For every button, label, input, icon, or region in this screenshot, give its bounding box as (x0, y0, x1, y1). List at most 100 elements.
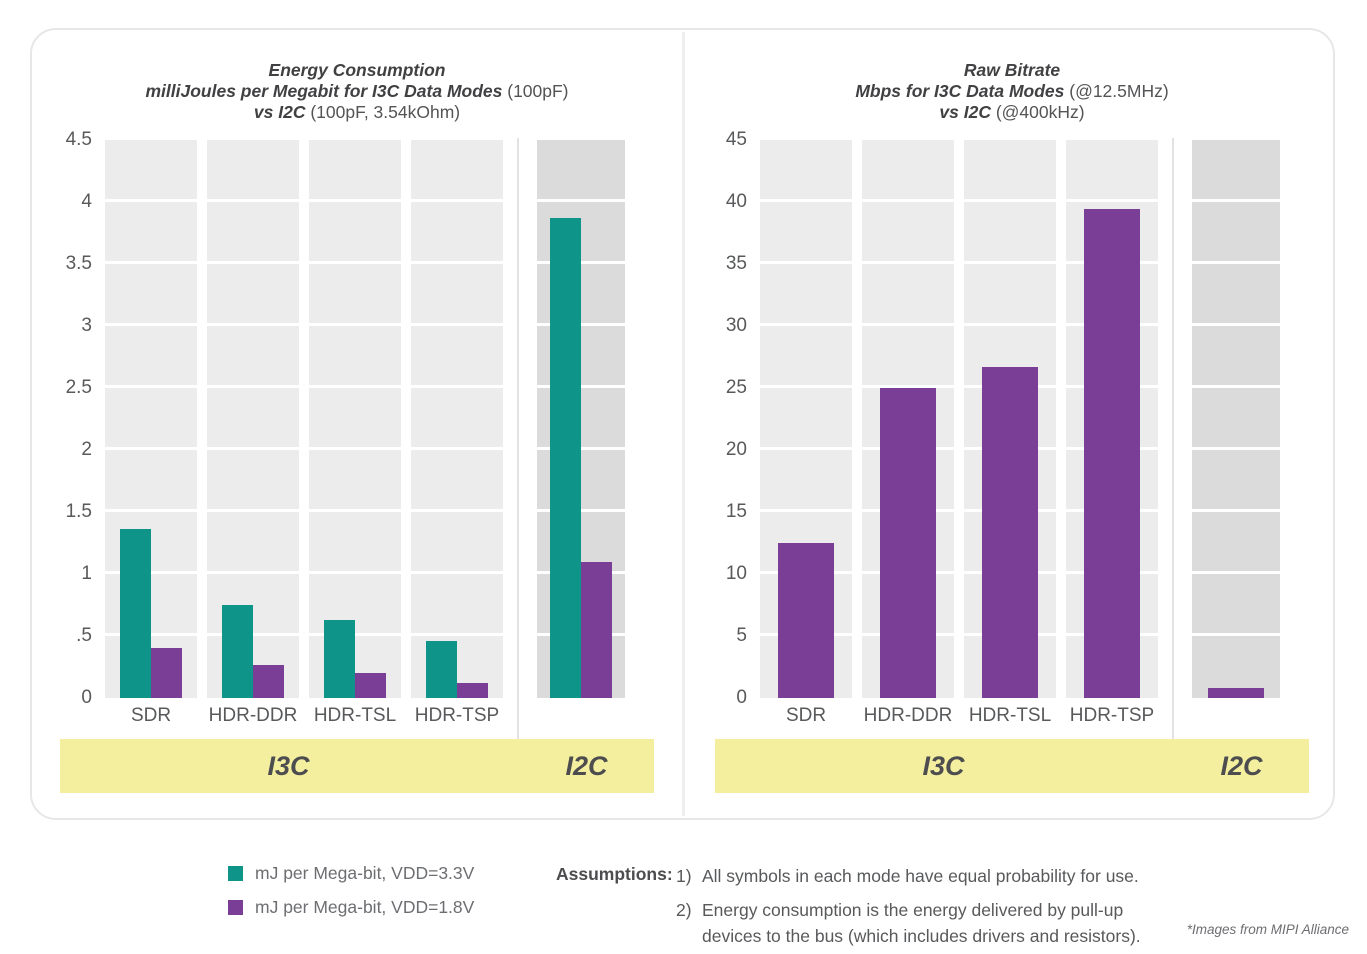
gridline (411, 261, 503, 264)
energy-chart-plot-area (105, 140, 625, 698)
gridline (207, 199, 299, 202)
chart-title-normal-segment: (100pF) (502, 81, 569, 101)
legend-label-vdd-3-3v: mJ per Mega-bit, VDD=3.3V (255, 862, 475, 883)
gridline (760, 323, 852, 326)
legend-swatch-teal (228, 865, 243, 881)
x-axis-label-sdr: SDR (130, 705, 172, 726)
y-axis-tick-4.5: 4.5 (65, 129, 92, 150)
assumption-item-2: 2) Energy consumption is the energy deli… (676, 897, 1164, 949)
y-axis-tick-2.5: 2.5 (65, 377, 92, 398)
y-axis-tick-1.5: 1.5 (65, 501, 92, 522)
y-axis-tick-10: 10 (725, 563, 747, 584)
gridline (1192, 633, 1280, 636)
y-axis-tick-3: 3 (81, 315, 92, 336)
i2c-separator-line (517, 138, 519, 793)
energy-chart-group-band: I3C I2C (60, 739, 654, 793)
x-axis-label-sdr: SDR (785, 705, 827, 726)
gridline (1192, 385, 1280, 388)
y-axis-tick-0: 0 (81, 687, 92, 708)
gridline (411, 571, 503, 574)
gridline (105, 323, 197, 326)
gridline (1192, 199, 1280, 202)
y-axis-tick-5: 5 (736, 625, 747, 646)
gridline (760, 509, 852, 512)
bar-hdr-ddr-series-1 (222, 605, 253, 698)
y-axis-tick-45: 45 (725, 129, 747, 150)
y-axis-tick-40: 40 (725, 191, 747, 212)
bitrate-chart-plot-area (760, 140, 1280, 698)
gridline (1192, 261, 1280, 264)
category-band-hdr-tsp (1066, 140, 1158, 698)
bitrate-chart-title: Raw Bitrate Mbps for I3C Data Modes (@12.… (687, 60, 1337, 123)
assumption-item-1: 1) All symbols in each mode have equal p… (676, 863, 1139, 889)
gridline (964, 323, 1056, 326)
category-band-sdr (760, 140, 852, 698)
bar-hdr-tsp-series-2 (457, 683, 488, 698)
chart-title-line-3: vs I2C (100pF, 3.54kOhm) (32, 102, 682, 123)
gridline (105, 571, 197, 574)
x-axis-label-hdr-tsp: HDR-TSP (414, 705, 500, 726)
chart-title-normal-segment: (@12.5MHz) (1064, 81, 1169, 101)
chart-title-bold-segment: vs I2C (253, 102, 306, 122)
energy-chart-title: Energy Consumption milliJoules per Megabi… (32, 60, 682, 123)
chart-title-normal-segment: (100pF, 3.54kOhm) (305, 102, 461, 122)
assumption-2-number: 2) (676, 900, 692, 920)
gridline (309, 385, 401, 388)
gridline (411, 447, 503, 450)
gridline (862, 261, 954, 264)
y-axis-tick-4: 4 (81, 191, 92, 212)
y-axis-tick-1: 1 (81, 563, 92, 584)
bar-hdr-ddr (880, 388, 936, 698)
y-axis-tick-3.5: 3.5 (65, 253, 92, 274)
bar-sdr-series-2 (151, 648, 182, 698)
category-band-i2c (537, 140, 625, 698)
legend-item-vdd-1-8v: mJ per Mega-bit, VDD=1.8V (228, 895, 474, 919)
y-axis-tick-20: 20 (725, 439, 747, 460)
legend-swatch-purple (228, 899, 243, 915)
gridline (411, 633, 503, 636)
category-band-hdr-tsp (411, 140, 503, 698)
gridline (207, 447, 299, 450)
category-band-i2c (1192, 140, 1280, 698)
gridline (105, 199, 197, 202)
chart-title-bold-segment: Energy Consumption (268, 60, 446, 80)
gridline (309, 633, 401, 636)
chart-title-bold-segment: milliJoules per Megabit for I3C Data Mod… (145, 81, 503, 101)
gridline (537, 385, 625, 388)
gridline (105, 385, 197, 388)
gridline (411, 509, 503, 512)
bar-i2c-series-2 (581, 562, 612, 698)
legend-label-vdd-1-8v: mJ per Mega-bit, VDD=1.8V (255, 896, 475, 917)
chart-title-bold-segment: Mbps for I3C Data Modes (855, 81, 1065, 101)
gridline (207, 633, 299, 636)
gridline (309, 571, 401, 574)
category-band-hdr-tsl (964, 140, 1056, 698)
chart-legend: mJ per Mega-bit, VDD=3.3V mJ per Mega-bi… (228, 861, 474, 929)
gridline (105, 509, 197, 512)
group-label-i3c: I3C (922, 751, 965, 781)
gridline (309, 323, 401, 326)
assumption-1-number: 1) (676, 866, 692, 886)
gridline (207, 323, 299, 326)
bar-sdr (778, 543, 834, 698)
chart-title-line-3: vs I2C (@400kHz) (687, 102, 1337, 123)
gridline (964, 261, 1056, 264)
gridline (1192, 571, 1280, 574)
gridline (1192, 509, 1280, 512)
bar-hdr-tsp-series-1 (426, 641, 457, 698)
gridline (309, 261, 401, 264)
gridline (537, 199, 625, 202)
y-axis-tick-.5: .5 (76, 625, 92, 646)
assumption-2-text: Energy consumption is the energy deliver… (702, 900, 1141, 946)
energy-consumption-chart-panel: Energy Consumption milliJoules per Megabi… (32, 30, 682, 818)
chart-title-bold-segment: vs I2C (939, 102, 991, 122)
chart-title-line-1: Energy Consumption (32, 60, 682, 81)
gridline (537, 447, 625, 450)
bar-hdr-tsp (1084, 209, 1140, 698)
gridline (1192, 447, 1280, 450)
chart-title-bold-segment: Raw Bitrate (963, 60, 1061, 80)
category-band-sdr (105, 140, 197, 698)
gridline (105, 261, 197, 264)
gridline (862, 385, 954, 388)
gridline (537, 509, 625, 512)
